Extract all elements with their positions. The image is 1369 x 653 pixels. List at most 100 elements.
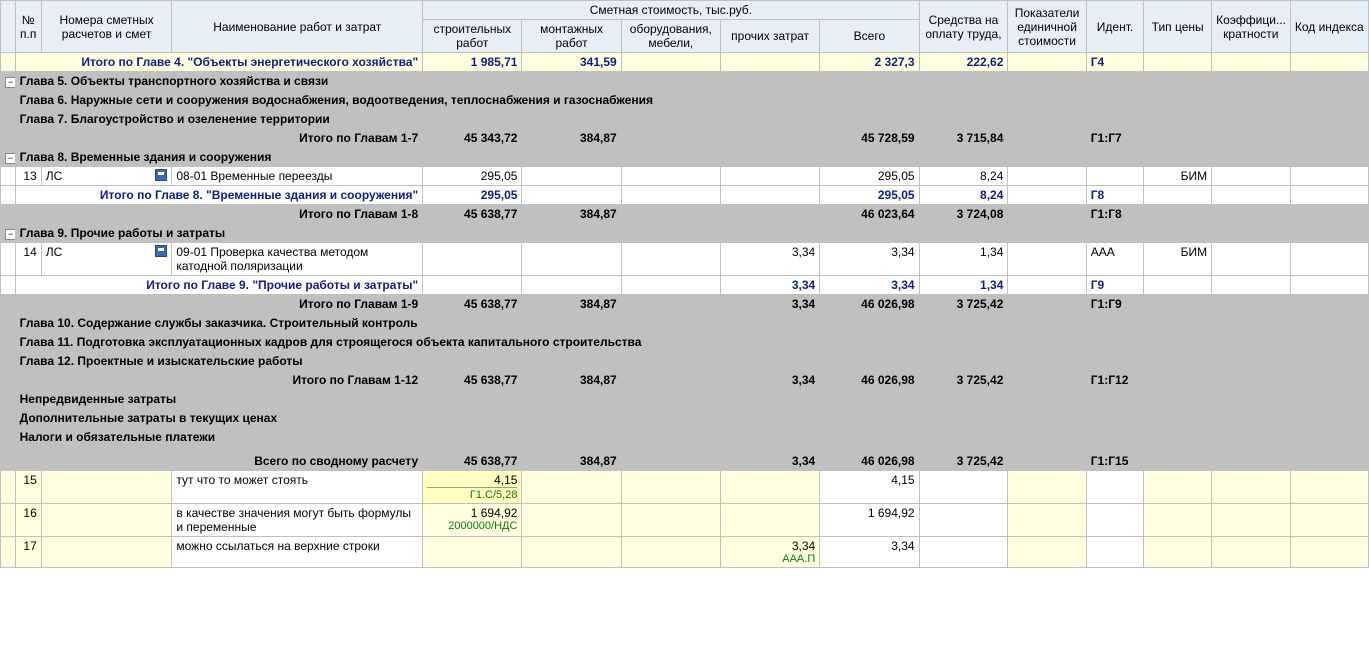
hdr-tip[interactable]: Тип цены [1144,1,1212,53]
table-row[interactable]: Глава 6. Наружные сети и сооружения водо… [1,91,1369,110]
cell-oborud [621,53,720,72]
cell-tip: БИМ [1144,167,1212,186]
cell-proch[interactable] [720,504,819,537]
cell-name[interactable]: тут что то может стоять [172,471,423,504]
table-row[interactable]: Глава 7. Благоустройство и озеленение те… [1,110,1369,129]
table-row[interactable]: Итого по Главе 4. "Объекты энергетическо… [1,53,1369,72]
disk-icon[interactable] [155,169,167,181]
table-row[interactable]: Итого по Главе 9. "Прочие работы и затра… [1,276,1369,295]
table-row[interactable]: Итого по Главам 1-1245 638,77384,873,344… [1,371,1369,390]
expand-cell[interactable]: − [1,148,16,167]
cell-name[interactable]: 09-01 Проверка качества методом катодной… [172,243,423,276]
table-row[interactable]: Итого по Главам 1-745 343,72384,8745 728… [1,129,1369,148]
cell-proch: 3,34 [720,295,819,314]
hdr-vsego[interactable]: Всего [820,20,919,53]
expand-cell[interactable]: − [1,72,16,91]
hdr-smetnaya[interactable]: Сметная стоимость, тыс.руб. [423,1,919,20]
cell-name[interactable]: 08-01 Временные переезды [172,167,423,186]
table-row[interactable]: 15тут что то может стоять4,15Г1.С/5,284,… [1,471,1369,504]
grid-body: Итого по Главе 4. "Объекты энергетическо… [1,53,1369,568]
hdr-num[interactable]: № п.п [15,1,41,53]
cell-pokaz [1008,186,1086,205]
hdr-koef[interactable]: Коэффици... кратности [1212,1,1290,53]
table-row[interactable]: 14ЛС 09-01 Проверка качества методом кат… [1,243,1369,276]
hdr-name[interactable]: Наименование работ и затрат [172,1,423,53]
expand-cell[interactable]: − [1,224,16,243]
table-row[interactable]: 16в качестве значения могут быть формулы… [1,504,1369,537]
cell-koef [1212,471,1290,504]
hdr-ident[interactable]: Идент. [1086,1,1143,53]
cell-kod [1290,186,1368,205]
cell-stroit[interactable]: 4,15Г1.С/5,28 [423,471,522,504]
cell-name[interactable]: в качестве значения могут быть формулы и… [172,504,423,537]
hdr-oborud[interactable]: оборудования, мебели, [621,20,720,53]
table-row[interactable]: Дополнительные затраты в текущих ценах [1,409,1369,428]
cell-oborud[interactable] [621,471,720,504]
table-row[interactable]: 13ЛС 08-01 Временные переезды295,05295,0… [1,167,1369,186]
cell-koef [1212,243,1290,276]
cell-ident: Г1:Г15 [1086,452,1143,471]
table-row[interactable]: Непредвиденные затраты [1,390,1369,409]
table-row[interactable]: −Глава 5. Объекты транспортного хозяйств… [1,72,1369,91]
table-row[interactable]: Итого по Главам 1-945 638,77384,873,3446… [1,295,1369,314]
cell-proch[interactable] [720,471,819,504]
table-row[interactable]: Итого по Главам 1-845 638,77384,8746 023… [1,205,1369,224]
cell-mont[interactable] [522,504,621,537]
hdr-stroit[interactable]: строительных работ [423,20,522,53]
cell-codes[interactable]: ЛС [41,243,172,276]
cell-vsego: 46 026,98 [820,371,919,390]
cell-proch[interactable]: 3,34ААА.П [720,537,819,568]
collapse-icon[interactable]: − [5,229,15,240]
collapse-icon[interactable]: − [5,77,15,88]
cell-pokaz [1008,504,1086,537]
hdr-pokaz[interactable]: Показатели единичной стоимости [1008,1,1086,53]
chapter-label: Глава 11. Подготовка эксплуатационных ка… [15,333,1368,352]
cell-stroit[interactable] [423,537,522,568]
cell-vsego: 3,34 [820,276,919,295]
cell-koef [1212,167,1290,186]
hdr-mont[interactable]: монтажных работ [522,20,621,53]
table-row[interactable]: Всего по сводному расчету45 638,77384,87… [1,452,1369,471]
table-row[interactable]: 17 можно ссылаться на верхние строки 3,34А… [1,537,1369,568]
table-row[interactable]: −Глава 9. Прочие работы и затраты [1,224,1369,243]
cell-oborud[interactable] [621,504,720,537]
cell-name[interactable]: можно ссылаться на верхние строки [172,537,423,568]
cell-tip [1144,504,1212,537]
cell-kod [1290,205,1368,224]
collapse-icon[interactable]: − [5,153,15,164]
cell-oborud[interactable] [621,537,720,568]
cell-koef [1212,205,1290,224]
cell-pokaz [1008,276,1086,295]
cell-pokaz [1008,167,1086,186]
cell-stroit[interactable]: 1 694,922000000/НДС [423,504,522,537]
chapter-label: Глава 5. Объекты транспортного хозяйства… [15,72,1368,91]
cell-num: 17 [15,537,41,568]
table-row[interactable]: Глава 11. Подготовка эксплуатационных ка… [1,333,1369,352]
hdr-exp[interactable] [1,1,16,53]
hdr-codes[interactable]: Номера сметных расчетов и смет [41,1,172,53]
cell-stroit [423,276,522,295]
disk-icon[interactable] [155,245,167,257]
cell-mont[interactable] [522,537,621,568]
cell-sredstva: 222,62 [919,53,1008,72]
cell-mont[interactable] [522,471,621,504]
cell-mont: 384,87 [522,295,621,314]
table-row[interactable]: Глава 10. Содержание службы заказчика. С… [1,314,1369,333]
table-row[interactable]: −Глава 8. Временные здания и сооружения [1,148,1369,167]
hdr-proch[interactable]: прочих затрат [720,20,819,53]
cell-kod [1290,471,1368,504]
cell-codes[interactable]: ЛС [41,167,172,186]
cell-oborud [621,186,720,205]
cell-tip [1144,129,1212,148]
cell-pokaz [1008,452,1086,471]
cell-koef [1212,129,1290,148]
hdr-kod[interactable]: Код индекса [1290,1,1368,53]
grid-header: № п.п Номера сметных расчетов и смет Наи… [1,1,1369,53]
cell-num: 14 [15,243,41,276]
cell-mont [522,167,621,186]
hdr-sredstva[interactable]: Средства на оплату труда, [919,1,1008,53]
table-row[interactable]: Глава 12. Проектные и изыскательские раб… [1,352,1369,371]
cell-pokaz [1008,53,1086,72]
table-row[interactable]: Итого по Главе 8. "Временные здания и со… [1,186,1369,205]
table-row[interactable]: Налоги и обязательные платежи [1,428,1369,447]
